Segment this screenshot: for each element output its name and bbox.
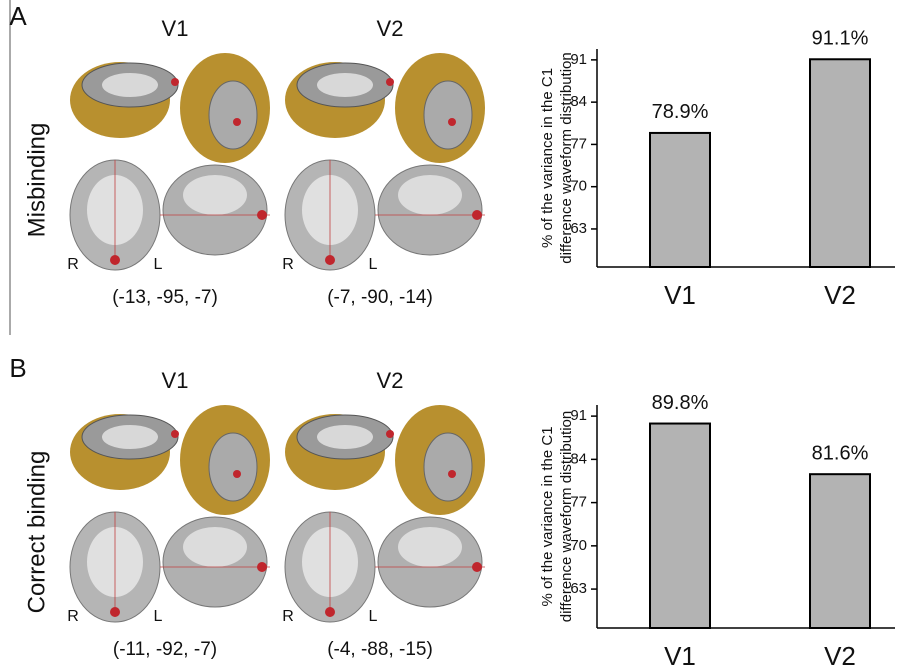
dipole <box>448 118 456 126</box>
y-tick-label: 91 <box>570 51 587 68</box>
orientation-label: L <box>369 256 378 273</box>
y-tick-label: 70 <box>570 537 587 554</box>
y-axis-label: % of the variance in the C1 <box>539 426 556 606</box>
coordinates: (-11, -92, -7) <box>113 639 217 660</box>
sagittal-view-core <box>398 527 462 567</box>
value-label: 89.8% <box>652 392 709 414</box>
bar <box>650 424 710 628</box>
bar <box>810 59 870 267</box>
x-tick-label: V1 <box>664 280 696 310</box>
orientation-label: L <box>154 608 163 625</box>
orientation-label: R <box>282 608 294 625</box>
brain-images <box>285 405 485 622</box>
dipole <box>110 607 120 617</box>
y-tick-label: 77 <box>570 135 587 152</box>
sagittal-view-core <box>398 175 462 215</box>
y-tick-label: 63 <box>570 580 587 597</box>
axial-slice-core <box>102 425 158 449</box>
panel-letter: A <box>9 1 27 31</box>
orientation-label: R <box>67 256 79 273</box>
condition-label: Misbinding <box>23 123 50 238</box>
sagittal-view-core <box>183 175 247 215</box>
brain-images <box>285 53 485 270</box>
dipole <box>233 118 241 126</box>
dipole <box>325 607 335 617</box>
dipole <box>448 470 456 478</box>
x-tick-label: V2 <box>824 641 856 665</box>
bar <box>650 133 710 267</box>
dipole <box>233 470 241 478</box>
coordinates: (-7, -90, -14) <box>327 287 433 308</box>
dipole <box>171 430 179 438</box>
value-label: 78.9% <box>652 101 709 123</box>
orientation-label: L <box>369 608 378 625</box>
dipole <box>110 255 120 265</box>
y-tick-label: 70 <box>570 178 587 195</box>
coronal-slice <box>209 433 257 501</box>
x-tick-label: V1 <box>664 641 696 665</box>
y-tick-label: 91 <box>570 407 587 424</box>
coronal-slice <box>424 81 472 149</box>
brain-images <box>70 405 270 622</box>
figure: A Misbinding V1 R L (-13, -95, -7) V2 R L (-7, -9… <box>0 0 903 665</box>
orientation-label: R <box>282 256 294 273</box>
dipole <box>171 78 179 86</box>
dipole <box>257 562 267 572</box>
axial-slice-core <box>317 73 373 97</box>
orientation-label: R <box>67 608 79 625</box>
coordinates: (-4, -88, -15) <box>327 639 433 660</box>
bar <box>810 474 870 628</box>
condition-label: Correct binding <box>23 451 50 614</box>
value-label: 91.1% <box>812 28 869 50</box>
value-label: 81.6% <box>812 442 869 464</box>
column-label: V1 <box>162 16 189 41</box>
brain-images <box>70 53 270 270</box>
y-tick-label: 84 <box>570 93 587 110</box>
coronal-slice <box>209 81 257 149</box>
y-tick-label: 84 <box>570 450 587 467</box>
dipole <box>472 210 482 220</box>
sagittal-view-core <box>183 527 247 567</box>
coordinates: (-13, -95, -7) <box>112 287 218 308</box>
column-label: V2 <box>377 16 404 41</box>
dipole <box>257 210 267 220</box>
column-label: V1 <box>162 368 189 393</box>
coronal-slice <box>424 433 472 501</box>
column-label: V2 <box>377 368 404 393</box>
y-tick-label: 77 <box>570 494 587 511</box>
axial-slice-core <box>102 73 158 97</box>
x-tick-label: V2 <box>824 280 856 310</box>
panel-letter: B <box>9 353 26 383</box>
orientation-label: L <box>154 256 163 273</box>
dipole <box>472 562 482 572</box>
dipole <box>386 430 394 438</box>
y-tick-label: 63 <box>570 220 587 237</box>
dipole <box>325 255 335 265</box>
y-axis-label: % of the variance in the C1 <box>539 68 556 248</box>
dipole <box>386 78 394 86</box>
axial-slice-core <box>317 425 373 449</box>
